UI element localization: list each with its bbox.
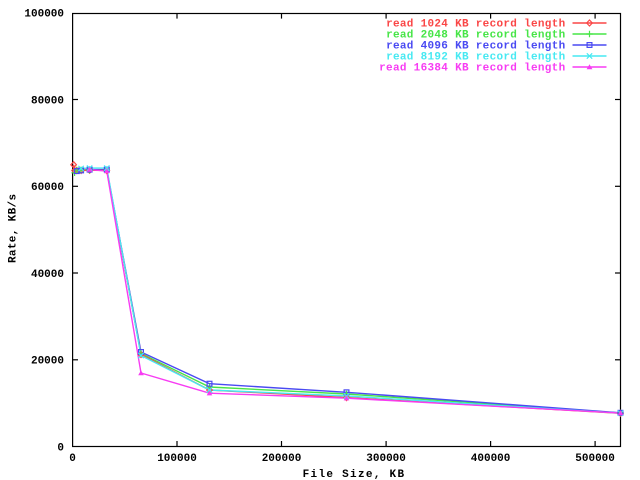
svg-text:80000: 80000 — [31, 95, 64, 107]
svg-text:400000: 400000 — [471, 453, 511, 465]
svg-text:0: 0 — [57, 442, 64, 454]
svg-text:40000: 40000 — [31, 269, 64, 281]
svg-text:read 1024 KB record length: read 1024 KB record length — [386, 19, 565, 31]
svg-text:0: 0 — [69, 453, 76, 465]
svg-text:100000: 100000 — [24, 9, 64, 21]
svg-text:Rate, KB/s: Rate, KB/s — [8, 194, 20, 264]
svg-text:read 2048 KB record length: read 2048 KB record length — [386, 30, 565, 42]
svg-text:read 4096 KB record length: read 4096 KB record length — [386, 41, 565, 53]
svg-text:100000: 100000 — [157, 453, 197, 465]
svg-text:read 16384 KB record length: read 16384 KB record length — [379, 63, 565, 75]
svg-text:read 8192 KB record length: read 8192 KB record length — [386, 52, 565, 64]
svg-text:200000: 200000 — [262, 453, 302, 465]
svg-text:500000: 500000 — [575, 453, 615, 465]
svg-text:File Size, KB: File Size, KB — [303, 469, 406, 480]
svg-text:300000: 300000 — [366, 453, 406, 465]
svg-text:20000: 20000 — [31, 356, 64, 368]
svg-text:60000: 60000 — [31, 182, 64, 194]
